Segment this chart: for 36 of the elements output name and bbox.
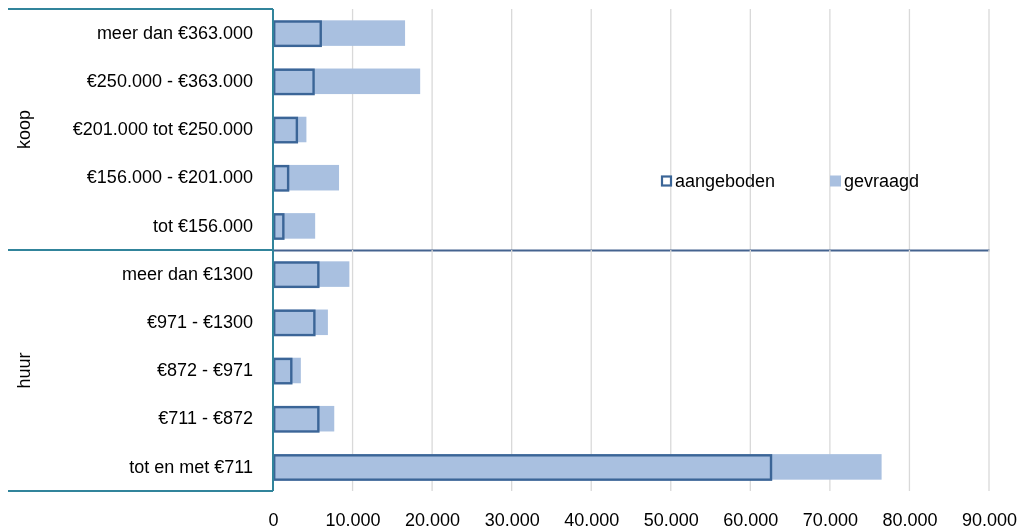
x-tick-label: 30.000 [484,509,540,529]
bar [273,261,320,289]
bar [273,309,316,337]
y-tick-label: meer dan €363.000 [96,22,253,43]
y-tick-label: €711 - €872 [158,408,253,429]
x-tick-label: 80.000 [882,509,938,529]
bar [273,357,293,385]
bar [273,454,773,481]
x-tick-label: 20.000 [405,509,461,529]
x-tick-label: 90.000 [961,509,1018,529]
bar [273,68,421,95]
y-tick-label: tot €156.000 [152,215,253,236]
y-tick-label: €156.000 - €201.000 [86,167,253,188]
y-axis-title: koop [14,109,34,150]
x-tick-label: 40.000 [564,509,620,529]
x-tick-label: 10.000 [325,509,381,529]
y-tick-label: €872 - €971 [156,360,253,381]
x-tick-label: 70.000 [802,509,858,529]
y-tick-label: meer dan €1300 [121,263,253,284]
legend-label: gevraagd [844,171,920,192]
bar [273,20,322,48]
x-tick-label: 60.000 [723,509,779,529]
x-tick-label: 0 [268,509,279,529]
bar [273,116,299,144]
legend-label: aangeboden [675,171,776,192]
bar [273,68,315,96]
bar [273,164,290,192]
y-axis-title: huur [14,352,34,389]
bar [273,213,285,240]
bar [273,405,320,433]
y-tick-label: tot en met €711 [129,456,253,477]
bar [273,164,340,191]
y-tick-label: €971 - €1300 [146,312,253,333]
y-tick-label: €250.000 - €363.000 [86,71,253,92]
x-tick-label: 50.000 [643,509,699,529]
y-tick-label: €201.000 tot €250.000 [72,119,253,140]
